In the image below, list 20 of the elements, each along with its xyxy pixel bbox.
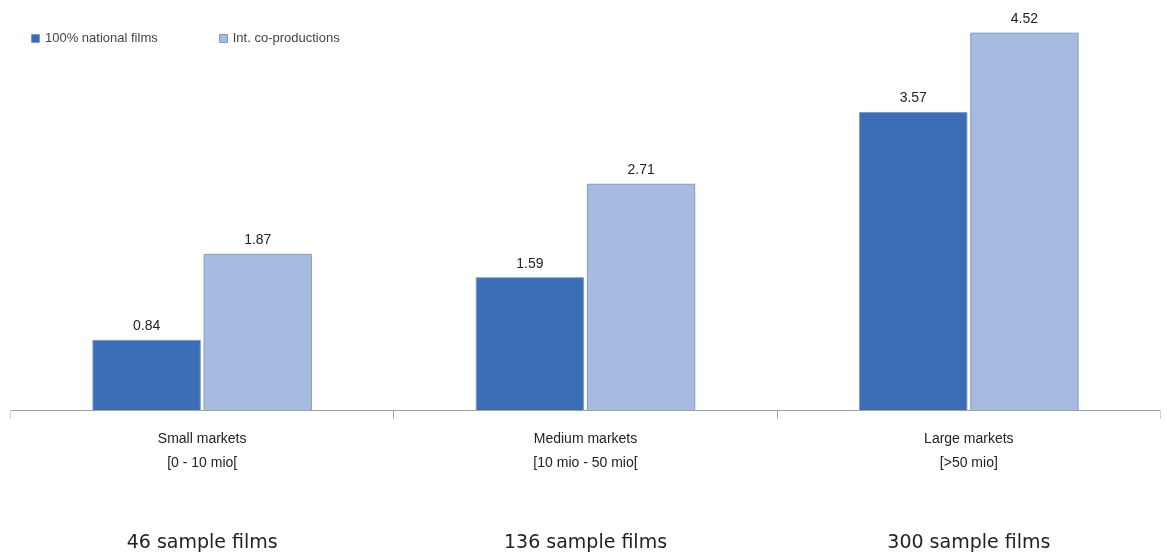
legend-label: Int. co-productions: [232, 30, 340, 45]
data-label: 0.84: [132, 317, 161, 334]
x-tick-label: Medium markets [10 mio - 50 mio[: [533, 429, 638, 470]
bar: [475, 277, 585, 411]
data-label: 4.52: [1010, 10, 1039, 27]
data-label: 1.59: [516, 254, 544, 271]
bar: [92, 339, 201, 411]
text: 300 sample films: [887, 529, 1051, 552]
data-label: 3.57: [899, 89, 928, 106]
x-tick-label: Small markets [0 - 10 mio[: [157, 429, 247, 470]
bar: [203, 253, 312, 411]
data-label: 1.87: [244, 231, 272, 248]
bar: [859, 111, 968, 411]
x-tick-label: Large markets [>50 mio]: [924, 429, 1014, 470]
text: 136 sample films: [503, 529, 668, 552]
legend-label: 100% national films: [45, 30, 158, 45]
data-label: 2.71: [627, 161, 655, 178]
bar: [586, 183, 696, 411]
text: 46 sample films: [126, 529, 278, 552]
bar: [970, 32, 1079, 411]
